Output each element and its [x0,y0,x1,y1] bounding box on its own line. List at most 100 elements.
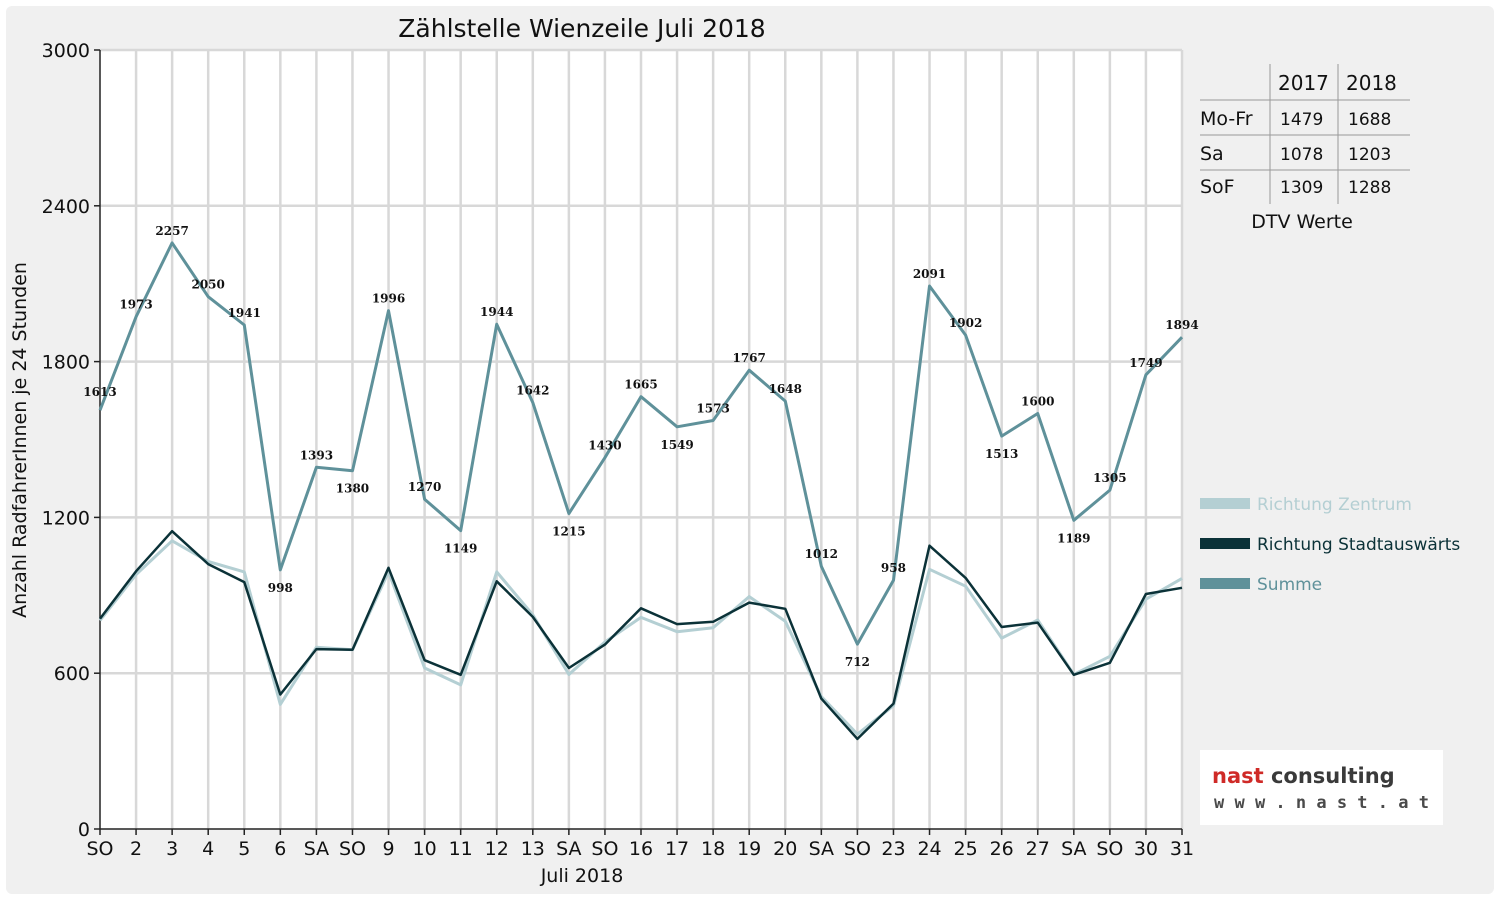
x-tick-label: SO [339,838,366,860]
data-label: 1665 [624,378,657,392]
grid-lines [100,48,1184,829]
table-caption: DTV Werte [1251,211,1353,233]
table-row-label: SoF [1200,176,1235,198]
x-axis-label: Juli 2018 [540,865,624,887]
x-tick-label: SO [591,838,618,860]
data-label: 1996 [372,292,405,306]
logo-background [1200,750,1443,825]
data-label: 1944 [480,305,513,319]
data-label: 1393 [300,448,333,462]
x-tick-label: SA [304,838,329,860]
data-label: 712 [845,655,870,669]
legend-label: Richtung Stadtauswärts [1257,535,1460,555]
data-label: 1894 [1165,318,1198,332]
x-tick-label: SO [86,838,113,860]
data-label: 1270 [408,480,441,494]
data-label: 1767 [732,351,765,365]
legend-swatch [1200,578,1250,589]
data-label: 1600 [1021,395,1054,409]
legend-label: Summe [1257,575,1322,595]
y-tick-label: 3000 [42,40,90,62]
legend: Richtung Zentrum Richtung Stadtauswärts Su… [1200,495,1460,595]
x-tick-label: 13 [521,838,545,860]
table-cell: 1309 [1280,178,1323,198]
dtv-table: 2017 2018 Mo-Fr 1479 1688 Sa 1078 1203 SoF 1309 12… [1200,64,1410,233]
data-label: 1613 [83,385,116,399]
x-tick-label: 24 [917,838,941,860]
series-lines [98,241,1184,741]
legend-swatch [1200,538,1250,549]
x-tick-label: 10 [413,838,437,860]
x-tick-label: 25 [954,838,978,860]
y-tick-label: 1800 [42,352,90,374]
x-tick-label: 5 [238,838,250,860]
table-cell: 1479 [1280,110,1323,130]
table-cell: 1288 [1348,178,1391,198]
logo-wordmark: nast consulting [1212,764,1395,788]
y-tick-label: 1200 [42,507,90,529]
data-label: 1305 [1093,471,1126,485]
x-tick-label: 16 [629,838,653,860]
y-tick-label: 2400 [42,196,90,218]
data-label: 1749 [1129,356,1162,370]
x-tick-label: SO [1096,838,1123,860]
data-label: 1430 [588,439,621,453]
x-tick-label: 31 [1170,838,1194,860]
legend-label: Richtung Zentrum [1257,495,1412,515]
table-cell: 1078 [1280,145,1323,165]
legend-swatch [1200,498,1250,509]
data-label: 958 [881,561,906,575]
data-label: 998 [268,581,293,595]
data-label: 1189 [1057,531,1090,545]
y-tick-label: 0 [78,819,90,841]
logo-url: w w w . n a s t . a t [1214,793,1429,813]
table-column-header: 2017 [1278,71,1329,95]
x-tick-label: SA [809,838,834,860]
x-tick-label: 6 [274,838,286,860]
x-tick-label: 11 [449,838,473,860]
data-label: 1902 [949,316,982,330]
table-column-header: 2018 [1346,71,1397,95]
logo-wordmark-consulting: consulting [1264,764,1395,788]
data-label: 1149 [444,542,477,556]
x-tick-label: 3 [166,838,178,860]
table-cell: 1203 [1348,145,1391,165]
x-tick-label: 4 [202,838,214,860]
table-row-label: Mo-Fr [1200,108,1253,130]
data-label: 2257 [155,224,188,238]
x-tick-label: 20 [773,838,797,860]
x-tick-label: 17 [665,838,689,860]
data-label: 1941 [228,306,261,320]
data-label: 1648 [769,382,802,396]
x-tick-label: 30 [1134,838,1158,860]
x-tick-label: 18 [701,838,725,860]
data-label: 1012 [805,547,838,561]
data-label: 1973 [119,298,152,312]
x-tick-label: 19 [737,838,761,860]
series-line [98,539,1183,736]
chart-title: Zählstelle Wienzeile Juli 2018 [398,14,765,43]
logo: nast consulting w w w . n a s t . a t [1200,750,1443,825]
logo-wordmark-nast: nast [1212,764,1264,788]
x-tick-label: 26 [990,838,1014,860]
data-label: 1380 [336,482,369,496]
data-label: 1573 [696,402,729,416]
x-tick-label: SA [556,838,581,860]
x-tick-label: 27 [1026,838,1050,860]
data-label: 1215 [552,525,585,539]
x-tick-label: SA [1061,838,1086,860]
data-labels: 1613 1973 2257 2050 1941 998 1393 1380 1996 1270 1… [83,224,1198,669]
data-label: 2050 [191,278,224,292]
x-tick-label: 2 [130,838,142,860]
data-label: 2091 [913,267,946,281]
x-tick-label: 12 [485,838,509,860]
data-label: 1513 [985,447,1018,461]
series-line [99,529,1183,741]
table-cell: 1688 [1348,110,1391,130]
data-label: 1549 [660,438,693,452]
x-tick-label: SO [844,838,871,860]
data-label: 1642 [516,384,549,398]
x-tick-label: 23 [881,838,905,860]
